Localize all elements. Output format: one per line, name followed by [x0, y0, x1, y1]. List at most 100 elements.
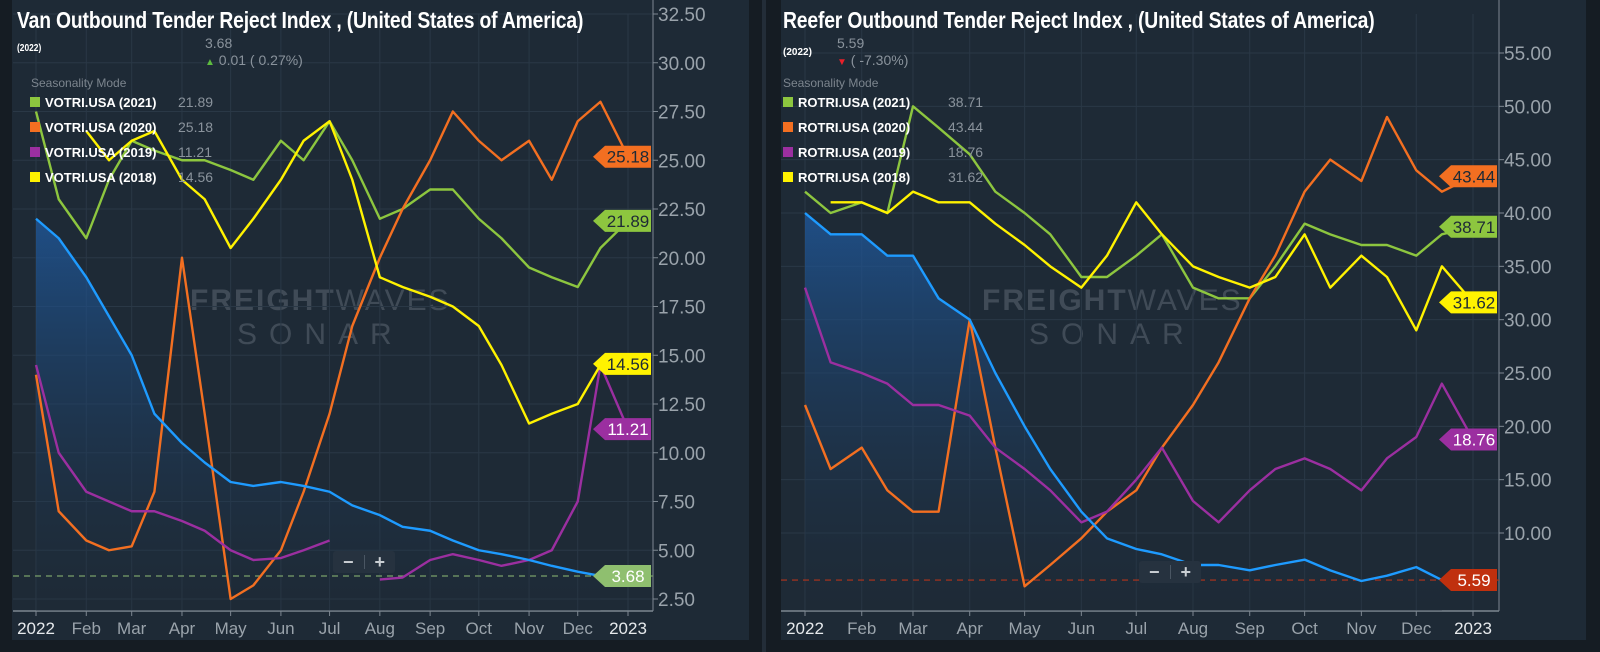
x-tick-label: Dec	[1401, 619, 1432, 638]
legend-item[interactable]: VOTRI.USA (2021) 21.89	[30, 93, 213, 111]
last-value-flag-label: 21.89	[607, 212, 650, 231]
x-tick-label: Mar	[898, 619, 928, 638]
current-value: 5.59	[837, 35, 865, 51]
y-tick-label: 35.00	[1504, 257, 1552, 278]
x-tick-label: May	[1009, 619, 1042, 638]
legend-item[interactable]: VOTRI.USA (2019) 11.21	[30, 143, 212, 161]
legend-item[interactable]: VOTRI.USA (2018) 14.56	[30, 168, 213, 186]
x-tick-label: Aug	[365, 619, 395, 638]
y-tick-label: 7.50	[658, 493, 695, 514]
last-value-flag-label: 43.44	[1453, 167, 1496, 186]
last-value-flag-label: 38.71	[1453, 218, 1496, 237]
freightwaves-sonar-watermark: FREIGHTWAVES SONAR	[982, 284, 1243, 352]
last-value-flag	[593, 418, 651, 441]
series-line	[804, 105, 1474, 300]
legend-swatch	[783, 122, 793, 132]
y-tick-label: 32.50	[658, 5, 706, 26]
y-tick-label: 25.00	[658, 151, 706, 172]
legend-label: VOTRI.USA (2019)	[45, 144, 157, 160]
x-tick-label: May	[215, 619, 248, 638]
legend-swatch	[783, 97, 793, 107]
current-value: 3.68	[205, 35, 233, 51]
y-tick-label: 15.00	[1504, 471, 1552, 492]
last-value-flag-label: 14.56	[607, 355, 650, 374]
chart-title-text: Van Outbound Tender Reject Index , (Unit…	[17, 7, 584, 33]
zoom-out-button[interactable]: −	[1148, 561, 1160, 582]
change-text: ( -7.30%)	[850, 52, 909, 68]
last-value-flag-label: 11.21	[607, 420, 648, 439]
x-tick-label: Nov	[514, 619, 545, 638]
y-tick-label: 20.00	[1504, 417, 1552, 438]
zoom-separator	[363, 555, 365, 569]
current-year-line	[804, 212, 1443, 583]
y-tick-label: 5.00	[658, 541, 695, 562]
legend-swatch	[30, 172, 40, 182]
last-value-flag-label: 3.68	[611, 567, 644, 586]
y-tick-label: 15.00	[658, 346, 706, 367]
legend-value: 14.56	[178, 169, 214, 185]
chart-title-text: Reefer Outbound Tender Reject Index , (U…	[783, 7, 1375, 33]
legend-item[interactable]: ROTRI.USA (2021) 38.71	[783, 93, 983, 111]
x-tick-label: Mar	[117, 619, 147, 638]
last-value-flag	[593, 209, 651, 232]
panel-divider[interactable]	[762, 0, 766, 652]
x-tick-label: Jun	[267, 619, 294, 638]
legend-value: 38.71	[948, 94, 984, 110]
series-line	[34, 100, 630, 601]
y-tick-label: 30.00	[1504, 311, 1552, 332]
y-tick-label: 22.50	[658, 200, 706, 221]
x-tick-label: Dec	[563, 619, 594, 638]
van-chart: 2.50 5.00 7.50 10.00 12.50 15.00 17.50 20.00 22.…	[13, 0, 706, 638]
last-value-flag	[1439, 291, 1497, 314]
legend-item[interactable]: ROTRI.USA (2019) 18.76	[783, 143, 983, 161]
x-tick-label: 2022	[17, 619, 55, 638]
legend-item[interactable]: ROTRI.USA (2018) 31.62	[783, 168, 983, 186]
seasonality-mode-label: Seasonality Mode	[783, 76, 879, 90]
y-tick-label: 40.00	[1504, 204, 1552, 225]
zoom-separator	[1169, 565, 1171, 579]
legend-value: 31.62	[948, 169, 984, 185]
zoom-out-button[interactable]: −	[342, 551, 354, 572]
legend-item[interactable]: ROTRI.USA (2020) 43.44	[783, 118, 983, 136]
x-tick-label: 2023	[1454, 619, 1492, 638]
last-value-flag	[593, 145, 651, 168]
change-readout: ▼ ( -7.30%)	[837, 52, 908, 68]
legend-value: 25.18	[178, 119, 214, 135]
watermark-brand-bold: FREIGHT	[982, 284, 1128, 317]
x-tick-label: 2023	[609, 619, 647, 638]
legend-label: ROTRI.USA (2020)	[798, 119, 911, 135]
last-value-flag-label: 18.76	[1453, 431, 1496, 450]
watermark-product: SONAR	[1029, 318, 1196, 351]
series-line	[34, 111, 629, 289]
current-year-area	[805, 213, 1442, 611]
chart-title: Reefer Outbound Tender Reject Index , (U…	[783, 9, 1455, 32]
legend-label: VOTRI.USA (2020)	[45, 119, 157, 135]
x-tick-label: Sep	[1235, 619, 1265, 638]
arrow-down-icon: ▼	[837, 57, 847, 68]
zoom-in-button[interactable]: +	[374, 551, 385, 572]
y-tick-label: 12.50	[658, 395, 706, 416]
y-tick-label: 50.00	[1504, 97, 1552, 118]
last-value-flag	[1439, 428, 1497, 451]
last-value-flag	[1439, 215, 1497, 238]
y-tick-label: 2.50	[658, 590, 695, 611]
x-tick-label: Feb	[847, 619, 876, 638]
series-line	[379, 363, 630, 581]
x-tick-label: Feb	[72, 619, 101, 638]
x-tick-label: Oct	[1291, 619, 1318, 638]
last-value-flag	[593, 352, 651, 375]
change-text: 0.01 ( 0.27%)	[218, 52, 303, 68]
zoom-controls: − +	[1139, 561, 1201, 583]
last-value-flag	[1439, 165, 1497, 188]
watermark-brand-light: WAVES	[1127, 284, 1243, 317]
seasonality-mode-label: Seasonality Mode	[31, 76, 127, 90]
legend-label: ROTRI.USA (2019)	[798, 144, 911, 160]
chart-title: Van Outbound Tender Reject Index , (Unit…	[17, 9, 605, 60]
y-tick-label: 30.00	[658, 54, 706, 75]
series-line	[34, 364, 330, 562]
legend-item[interactable]: VOTRI.USA (2020) 25.18	[30, 118, 213, 136]
zoom-in-button[interactable]: +	[1180, 561, 1191, 582]
x-tick-label: Jul	[319, 619, 341, 638]
last-value-flag	[593, 564, 651, 587]
